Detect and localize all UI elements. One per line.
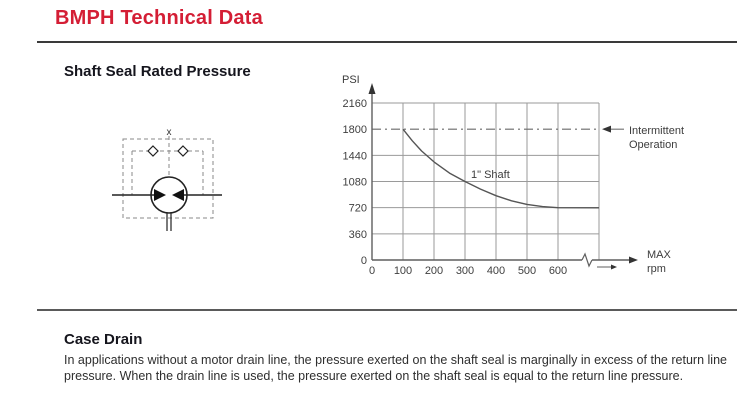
- rpm-label: rpm: [647, 263, 666, 275]
- y-tick-label: 0: [361, 255, 367, 267]
- x-tick-label: 600: [549, 265, 567, 277]
- shock-valve-diamond-icon: [177, 145, 189, 157]
- curve-label: 1" Shaft: [471, 169, 510, 181]
- small-right-arrow-icon: [611, 264, 617, 270]
- hydraulic-motor-schematic: x: [112, 127, 222, 231]
- flow-arrow-icon: [172, 189, 184, 201]
- schematic-enclosure-dashed-box: [122, 138, 214, 219]
- bottom-divider: [37, 309, 737, 311]
- x-tick-label: 0: [369, 265, 375, 277]
- section-heading-shaft-seal: Shaft Seal Rated Pressure: [64, 63, 251, 80]
- shock-valve-diamond-icon: [147, 145, 159, 157]
- y-tick-label: 2160: [343, 98, 367, 110]
- page-title: BMPH Technical Data: [55, 7, 263, 29]
- right-arrow-icon: [629, 256, 638, 264]
- top-port-marker: x: [167, 127, 172, 138]
- x-tick-label: 300: [456, 265, 474, 277]
- x-tick-label: 200: [425, 265, 443, 277]
- x-tick-label: 100: [394, 265, 412, 277]
- y-axis-unit-label: PSI: [342, 74, 360, 86]
- flow-arrow-icon: [154, 189, 166, 201]
- top-divider: [37, 41, 737, 43]
- intermittent-label-line1: Intermittent: [629, 125, 684, 137]
- max-label: MAX: [647, 249, 672, 261]
- y-tick-label: 720: [349, 203, 367, 215]
- axis-break-icon: [581, 252, 593, 268]
- y-tick-label: 1080: [343, 177, 367, 189]
- y-tick-label: 360: [349, 229, 367, 241]
- x-tick-label: 500: [518, 265, 536, 277]
- case-drain-text-line2: pressure. When the drain line is used, t…: [64, 368, 684, 383]
- intermittent-label-line2: Operation: [629, 139, 677, 151]
- shaft-seal-pressure-chart: Intermittent Operation PSI MAX rpm 2160 1800 14…: [342, 74, 684, 277]
- left-arrow-icon: [602, 125, 611, 133]
- y-tick-label: 1800: [343, 124, 367, 136]
- up-arrow-icon: [368, 83, 376, 94]
- shaft-pressure-curve: [402, 128, 600, 209]
- y-tick-label: 1440: [343, 150, 367, 162]
- x-tick-label: 400: [487, 265, 505, 277]
- section-heading-case-drain: Case Drain: [64, 331, 143, 348]
- case-drain-text-line1: In applications without a motor drain li…: [64, 353, 727, 367]
- case-drain-paragraph: In applications without a motor drain li…: [64, 353, 727, 384]
